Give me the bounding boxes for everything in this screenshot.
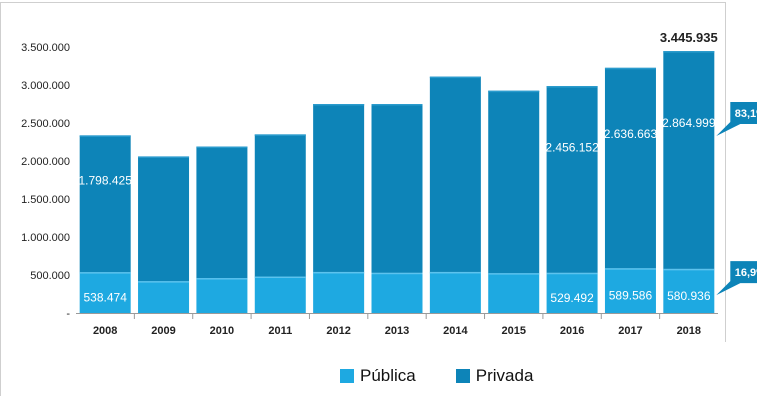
bar-segment-edge xyxy=(371,272,423,275)
bar-segment-edge xyxy=(79,135,131,137)
bar-segment-edge xyxy=(429,271,481,274)
callout-privada-label: 83,1% xyxy=(735,108,757,120)
bar-segment-privada xyxy=(371,104,423,273)
x-category-label: 2018 xyxy=(677,325,701,337)
x-category-label: 2010 xyxy=(210,325,234,337)
y-tick-label: - xyxy=(66,308,70,320)
bar-segment-privada xyxy=(79,135,131,273)
bar-segment-publica xyxy=(196,278,248,313)
frame-top-border xyxy=(0,2,725,3)
bar-segment-edge xyxy=(546,272,598,275)
callout-publica-shape xyxy=(716,261,757,296)
bar-segment-edge xyxy=(604,67,656,70)
bar-segment-edge xyxy=(663,268,715,271)
legend-label-privada: Privada xyxy=(475,366,534,385)
bar-segment-edge xyxy=(604,268,656,270)
data-label: 2.636.663 xyxy=(604,127,658,141)
bar-segment-publica xyxy=(604,268,656,313)
bar-segment-edge xyxy=(196,146,248,149)
bar-segment-privada xyxy=(429,76,481,272)
legend-swatch-privada xyxy=(455,369,470,383)
x-category-label: 2013 xyxy=(385,325,409,337)
bar-segment-edge xyxy=(663,51,715,53)
chart-legend: Pública Privada xyxy=(340,366,533,386)
legend-swatch-publica xyxy=(340,369,354,383)
total-label: 3.445.935 xyxy=(660,30,718,45)
y-tick-label: 1.500.000 xyxy=(21,194,70,206)
bar-segment-privada xyxy=(546,86,598,273)
bar-segment-edge xyxy=(254,134,306,136)
x-category-label: 2009 xyxy=(151,325,175,337)
bar-segment-edge xyxy=(371,104,423,106)
bar-segment-edge xyxy=(488,90,540,93)
bar-segment-edge xyxy=(254,276,306,279)
y-tick-label: 2.000.000 xyxy=(21,156,70,168)
x-category-label: 2016 xyxy=(560,325,584,337)
bar-segment-publica xyxy=(254,276,306,313)
bar-segment-publica xyxy=(313,271,365,313)
bar-segment-edge xyxy=(429,76,481,79)
data-label: 1.798.425 xyxy=(78,174,132,188)
bar-segment-privada xyxy=(196,146,248,279)
data-label: 538.474 xyxy=(83,291,127,305)
bar-segment-publica xyxy=(79,272,131,313)
x-category-label: 2008 xyxy=(93,325,117,337)
y-tick-label: 3.500.000 xyxy=(21,42,70,54)
data-label: 580.936 xyxy=(667,289,711,303)
callout-privada-shape xyxy=(716,101,757,136)
bar-segment-publica xyxy=(371,272,423,313)
bar-segment-privada xyxy=(313,104,365,272)
data-label: 589.586 xyxy=(609,289,653,303)
y-tick-label: 3.000.000 xyxy=(21,80,70,92)
x-category-label: 2012 xyxy=(326,325,350,337)
callout-publica-label: 16,9% xyxy=(735,267,757,279)
bar-segment-publica xyxy=(488,273,540,313)
data-label: 2.456.152 xyxy=(545,141,599,155)
x-category-label: 2014 xyxy=(443,325,468,337)
bar-segment-privada xyxy=(663,51,715,269)
bar-segment-publica xyxy=(138,281,190,313)
bar-segment-edge xyxy=(196,278,248,280)
legend-item-privada: Privada xyxy=(455,366,534,386)
y-tick-label: 500.000 xyxy=(30,270,70,282)
bar-segment-publica xyxy=(663,268,715,313)
bar-segment-privada xyxy=(488,90,540,274)
bar-segment-publica xyxy=(546,272,598,313)
bar-segment-publica xyxy=(429,271,481,313)
bar-segment-edge xyxy=(79,272,131,274)
bar-segment-privada xyxy=(604,67,656,269)
bar-segment-edge xyxy=(313,104,365,106)
bar-segment-privada xyxy=(254,134,306,277)
y-tick-label: 2.500.000 xyxy=(21,118,70,130)
bar-segment-edge xyxy=(546,86,598,88)
bar-segment-edge xyxy=(138,281,190,283)
bar-segment-edge xyxy=(138,156,190,158)
frame-left-border xyxy=(0,2,1,396)
x-category-label: 2015 xyxy=(501,325,525,337)
x-category-label: 2011 xyxy=(268,325,292,337)
frame-right-border xyxy=(725,2,726,342)
bar-segment-privada xyxy=(138,156,190,282)
legend-item-publica: Pública xyxy=(340,366,416,386)
legend-label-publica: Pública xyxy=(360,366,416,385)
x-category-label: 2017 xyxy=(618,325,642,337)
y-tick-label: 1.000.000 xyxy=(21,232,70,244)
bar-segment-edge xyxy=(313,271,365,274)
bar-segment-edge xyxy=(488,273,540,275)
data-label: 2.864.999 xyxy=(662,116,716,130)
data-label: 529.492 xyxy=(550,291,594,305)
